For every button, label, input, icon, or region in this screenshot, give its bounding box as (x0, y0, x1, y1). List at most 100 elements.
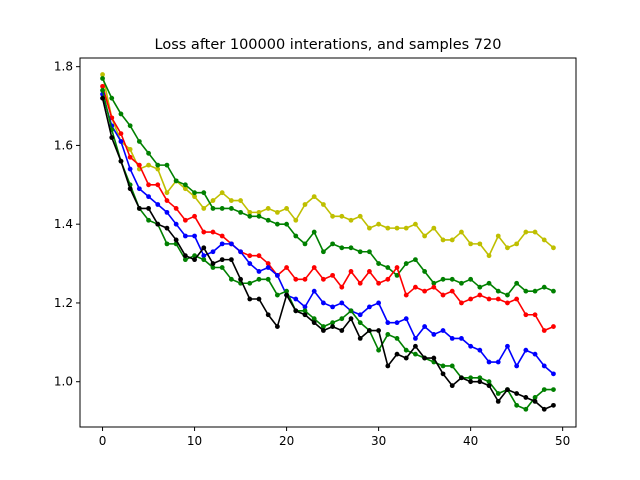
series-2-point (339, 245, 345, 251)
series-1-point (422, 233, 428, 239)
series-6-point (155, 221, 161, 227)
series-2-point (431, 280, 437, 286)
series-3-point (376, 280, 382, 286)
series-3-point (265, 261, 271, 266)
series-1-point (541, 237, 547, 243)
series-2-point (376, 261, 382, 266)
series-5-point (532, 395, 538, 400)
series-4-point (201, 253, 207, 259)
series-6-point (440, 371, 446, 377)
series-6-point (413, 343, 418, 349)
series-1-point (284, 206, 289, 211)
series-6-point (247, 296, 253, 302)
series-1-point (238, 198, 243, 203)
series-5-point (495, 391, 501, 396)
series-3-point (127, 154, 133, 160)
series-2-point (192, 190, 197, 196)
series-4-point (274, 272, 280, 278)
series-3-point (403, 292, 409, 298)
series-4-point (385, 320, 391, 326)
series-4-point (357, 312, 363, 318)
series-6-point (348, 316, 354, 322)
series-2-point (201, 190, 207, 196)
series-4-point (495, 359, 501, 365)
series-2-point (330, 241, 335, 247)
series-1-point (127, 146, 133, 152)
series-5-point (440, 363, 446, 369)
series-2-point (505, 292, 510, 298)
series-4-point (293, 296, 299, 302)
series-6-point (376, 328, 382, 333)
series-4-point (238, 249, 243, 255)
series-2-point (449, 276, 455, 282)
series-4-point (394, 320, 400, 326)
series-6-point (228, 257, 234, 263)
series-4-point (192, 233, 197, 239)
series-1-point (164, 190, 170, 196)
series-6-point (311, 320, 317, 326)
series-3-point (431, 284, 437, 290)
series-3-point (486, 296, 492, 302)
series-6-point (486, 383, 492, 389)
series-1-point (192, 194, 197, 200)
series-1-point (274, 209, 280, 215)
series-4-point (302, 304, 308, 310)
x-tick-label: 30 (371, 434, 386, 448)
series-1-point (523, 229, 529, 235)
series-4-point (219, 241, 225, 247)
series-1-point (219, 190, 225, 196)
series-4-point (459, 335, 464, 341)
series-6-point (164, 225, 170, 231)
series-2-point (100, 76, 105, 81)
series-2-point (413, 257, 418, 263)
series-1-point (256, 209, 262, 215)
series-6-point (330, 324, 335, 329)
series-6-point (210, 261, 216, 266)
series-1-point (551, 245, 556, 251)
series-1-point (505, 245, 510, 251)
series-4-point (265, 265, 271, 270)
series-4-point (541, 363, 547, 369)
series-1-point (210, 198, 216, 203)
series-3-point (118, 131, 124, 137)
series-2-point (210, 206, 216, 211)
series-6-point (541, 406, 547, 412)
series-4-point (367, 304, 372, 310)
series-1-point (357, 213, 363, 219)
x-tick-label: 10 (187, 434, 202, 448)
series-5-point (146, 217, 151, 223)
series-6-point (394, 351, 400, 357)
series-4-point (477, 347, 483, 353)
series-2-point (311, 229, 317, 235)
series-1-point (339, 213, 345, 219)
series-6-point (385, 363, 391, 369)
series-1-point (459, 229, 464, 235)
series-3-point (367, 269, 372, 274)
series-3-point (385, 276, 391, 282)
series-2-point (348, 245, 354, 251)
series-2-point (367, 249, 372, 255)
series-2-point (293, 233, 299, 239)
series-2-point (247, 213, 253, 219)
series-2-point (532, 288, 538, 294)
series-3-point (459, 300, 464, 306)
series-6-point (357, 335, 363, 341)
series-1-point (321, 202, 326, 207)
series-5-point (201, 257, 207, 263)
series-5-point (330, 320, 335, 326)
series-4-point (468, 343, 474, 349)
series-5-point (403, 347, 409, 353)
series-1-point (495, 233, 501, 239)
series-3-point (293, 276, 299, 282)
series-5-point (339, 316, 345, 322)
series-3-point (164, 198, 170, 203)
series-2-point (394, 272, 400, 278)
series-2-point (136, 139, 142, 144)
series-6-point (293, 308, 299, 314)
x-tick-label: 50 (555, 434, 570, 448)
series-5-point (477, 375, 483, 381)
series-3-point (136, 162, 142, 168)
series-3-point (357, 280, 363, 286)
series-2-point (256, 213, 262, 219)
series-3-point (440, 292, 446, 298)
